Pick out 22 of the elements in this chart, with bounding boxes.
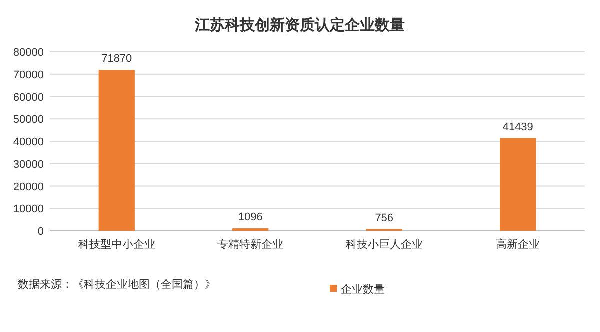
source-note: 数据来源：《科技企业地图（全国篇）》: [18, 278, 216, 291]
data-label: 1096: [238, 212, 263, 224]
data-label: 71870: [102, 53, 132, 66]
x-tick-label: 高新企业: [496, 238, 540, 251]
y-tick-label: 50000: [13, 114, 44, 126]
bar: [500, 138, 536, 231]
y-tick-label: 80000: [13, 47, 44, 59]
y-tick-label: 10000: [13, 204, 44, 216]
y-tick-label: 70000: [13, 69, 44, 82]
data-label: 41439: [502, 121, 534, 134]
bar: [98, 70, 135, 231]
chart-title: 江苏科技创新资质认定企业数量: [194, 16, 405, 34]
y-tick-label: 30000: [13, 158, 44, 171]
x-tick-label: 专精特新企业: [218, 238, 284, 251]
y-tick-label: 0: [38, 226, 44, 238]
x-tick-label: 科技小巨人企业: [346, 238, 423, 251]
y-tick-label: 20000: [13, 181, 44, 194]
data-label: 756: [375, 212, 394, 224]
legend-label: 企业数量: [341, 283, 385, 296]
y-tick-label: 60000: [13, 92, 44, 104]
x-tick-label: 科技型中小企业: [78, 238, 156, 251]
y-tick-label: 40000: [13, 136, 44, 148]
